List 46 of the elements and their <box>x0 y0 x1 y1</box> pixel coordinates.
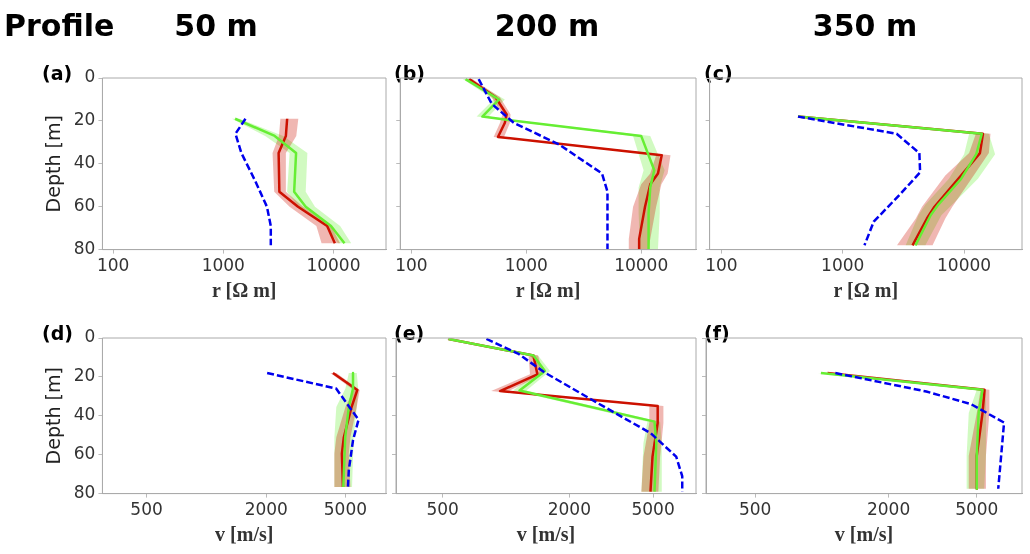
x-tick-label: 500 <box>426 499 459 520</box>
x-tick-label: 5000 <box>323 499 368 520</box>
x-axis-title: v [m/s] <box>516 523 576 546</box>
x-tick-label: 500 <box>130 499 163 520</box>
chart-title: 200 m <box>493 8 601 43</box>
annotation: (c) <box>704 62 733 84</box>
y-tick-label: 80 <box>73 238 96 259</box>
y-tick-label: 40 <box>73 404 96 425</box>
chart-title: 350 m <box>811 8 919 43</box>
x-tick-label: 2000 <box>547 499 591 520</box>
x-tick-label: 10000 <box>614 255 669 276</box>
x-tick-label: 10000 <box>306 255 361 276</box>
text: Profile <box>4 8 115 43</box>
y-axis-title: Depth [m] <box>42 367 65 465</box>
y-tick-label: 20 <box>73 109 96 130</box>
x-tick-label: 10000 <box>937 255 992 276</box>
chart-title: 50 m <box>174 8 258 43</box>
annotation: (b) <box>394 62 425 84</box>
x-axis-title: r [Ω m] <box>211 279 277 302</box>
x-tick-label: 100 <box>705 255 738 276</box>
x-axis-title: r [Ω m] <box>515 279 581 302</box>
x-tick-label: 2000 <box>866 499 911 520</box>
y-axis-title: Depth [m] <box>42 115 65 213</box>
x-tick-label: 5000 <box>631 499 675 520</box>
y-tick-label: 20 <box>73 365 96 386</box>
text: (d) <box>42 322 73 344</box>
annotation: (e) <box>394 322 425 344</box>
x-tick-label: 500 <box>738 499 772 520</box>
x-tick-label: 1000 <box>201 255 245 276</box>
y-tick-label: 0 <box>84 66 96 87</box>
x-axis-title: v [m/s] <box>834 523 894 546</box>
x-axis-title: r [Ω m] <box>833 279 899 302</box>
y-tick-label: 40 <box>73 152 96 173</box>
annotation: (f) <box>704 322 730 344</box>
y-tick-label: 0 <box>84 326 96 347</box>
x-tick-label: 1000 <box>821 255 865 276</box>
x-tick-label: 2000 <box>244 499 288 520</box>
x-tick-label: 100 <box>395 255 428 276</box>
y-tick-label: 60 <box>73 195 96 216</box>
x-tick-label: 5000 <box>955 499 999 520</box>
text: (a) <box>42 62 73 84</box>
x-axis-title: v [m/s] <box>215 523 274 546</box>
x-tick-label: 1000 <box>504 255 548 276</box>
y-tick-label: 80 <box>73 482 96 503</box>
x-tick-label: 100 <box>96 255 130 276</box>
y-tick-label: 60 <box>73 443 96 464</box>
